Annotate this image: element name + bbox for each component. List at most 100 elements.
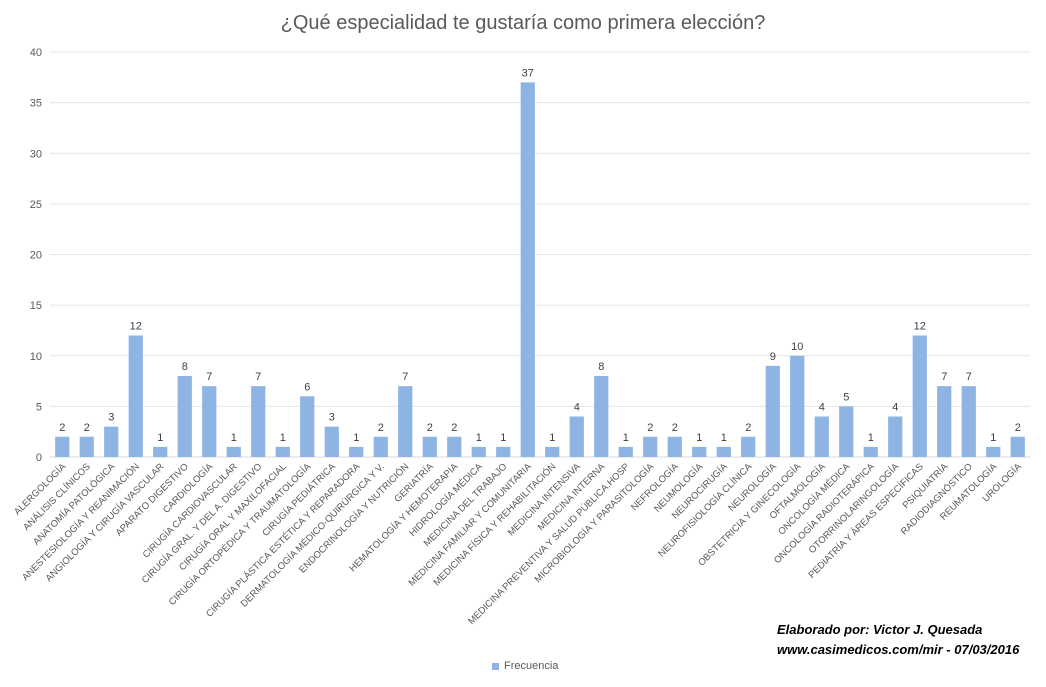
bar: [373, 436, 388, 457]
bar: [471, 446, 486, 457]
y-tick-label: 40: [30, 47, 42, 59]
y-tick-label: 15: [30, 300, 42, 312]
data-label: 2: [647, 422, 653, 434]
data-label: 1: [476, 432, 482, 444]
y-tick-label: 35: [30, 98, 42, 110]
bar: [202, 386, 217, 457]
y-tick-label: 20: [30, 250, 42, 262]
bar: [177, 376, 192, 457]
credit-source: www.casimedicos.com/mir - 07/03/2016: [777, 642, 1020, 657]
bar: [594, 376, 609, 457]
bar: [765, 365, 780, 457]
data-label: 1: [353, 432, 359, 444]
data-label: 2: [451, 422, 457, 434]
data-label: 2: [378, 422, 384, 434]
y-tick-label: 30: [30, 148, 42, 160]
bar: [55, 436, 70, 457]
data-label: 12: [130, 321, 142, 333]
bar: [226, 446, 241, 457]
bar: [79, 436, 94, 457]
data-label: 2: [745, 422, 751, 434]
y-tick-label: 5: [36, 401, 42, 413]
data-label: 3: [108, 412, 114, 424]
bar: [569, 416, 584, 457]
bar: [251, 386, 266, 457]
bar: [814, 416, 829, 457]
bar: [300, 396, 315, 457]
data-label: 8: [182, 361, 188, 373]
data-label: 4: [574, 402, 580, 414]
data-label: 1: [868, 432, 874, 444]
data-label: 2: [1015, 422, 1021, 434]
credit-author: Elaborado por: Victor J. Quesada: [777, 622, 983, 637]
bar: [986, 446, 1001, 457]
data-label: 7: [941, 371, 947, 383]
data-label: 9: [770, 351, 776, 363]
chart-title: ¿Qué especialidad te gustaría como prime…: [280, 12, 766, 34]
legend: Frecuencia: [492, 660, 558, 672]
data-label: 1: [231, 432, 237, 444]
bar: [324, 426, 339, 457]
legend-label: Frecuencia: [504, 660, 559, 672]
data-label: 6: [304, 381, 310, 393]
data-label: 7: [966, 371, 972, 383]
data-label: 7: [255, 371, 261, 383]
bar: [937, 386, 952, 457]
bar: [153, 446, 168, 457]
data-label: 3: [329, 412, 335, 424]
y-tick-label: 25: [30, 199, 42, 211]
legend-swatch: [492, 662, 499, 670]
data-label: 7: [402, 371, 408, 383]
data-label: 1: [696, 432, 702, 444]
bar: [398, 386, 413, 457]
bar: [104, 426, 119, 457]
data-label: 2: [427, 422, 433, 434]
data-label: 2: [672, 422, 678, 434]
data-label: 2: [84, 422, 90, 434]
data-label: 10: [791, 341, 803, 353]
data-label: 1: [280, 432, 286, 444]
data-label: 4: [892, 402, 898, 414]
data-label: 37: [522, 67, 534, 79]
bar: [1010, 436, 1025, 457]
bar: [275, 446, 290, 457]
bar: [128, 335, 143, 457]
data-label: 1: [623, 432, 629, 444]
bar: [692, 446, 707, 457]
data-label: 2: [59, 422, 65, 434]
bar: [863, 446, 878, 457]
y-tick-label: 0: [36, 452, 42, 464]
data-label: 7: [206, 371, 212, 383]
gridlines: [50, 51, 1030, 458]
bar: [667, 436, 682, 457]
data-label: 8: [598, 361, 604, 373]
y-axis-ticks: 0 5 10 15 20 25 30 35 40: [30, 47, 42, 464]
credit-note: Elaborado por: Victor J. Quesada www.cas…: [777, 620, 1019, 660]
data-label: 12: [914, 321, 926, 333]
bars: [55, 82, 1025, 457]
bar: [545, 446, 560, 457]
data-label: 1: [990, 432, 996, 444]
bar: [888, 416, 903, 457]
bar: [447, 436, 462, 457]
bar: [643, 436, 658, 457]
data-label: 1: [721, 432, 727, 444]
data-label: 5: [843, 391, 849, 403]
bar: [716, 446, 731, 457]
bar: [422, 436, 437, 457]
data-label: 1: [549, 432, 555, 444]
bar: [790, 355, 805, 457]
bar: [496, 446, 511, 457]
data-label: 4: [819, 402, 825, 414]
data-label: 1: [500, 432, 506, 444]
bar: [741, 436, 756, 457]
bar: [961, 386, 976, 457]
bar: [349, 446, 364, 457]
bar: [618, 446, 633, 457]
bar: [839, 406, 854, 457]
bar: [912, 335, 927, 457]
bar: [520, 82, 535, 457]
